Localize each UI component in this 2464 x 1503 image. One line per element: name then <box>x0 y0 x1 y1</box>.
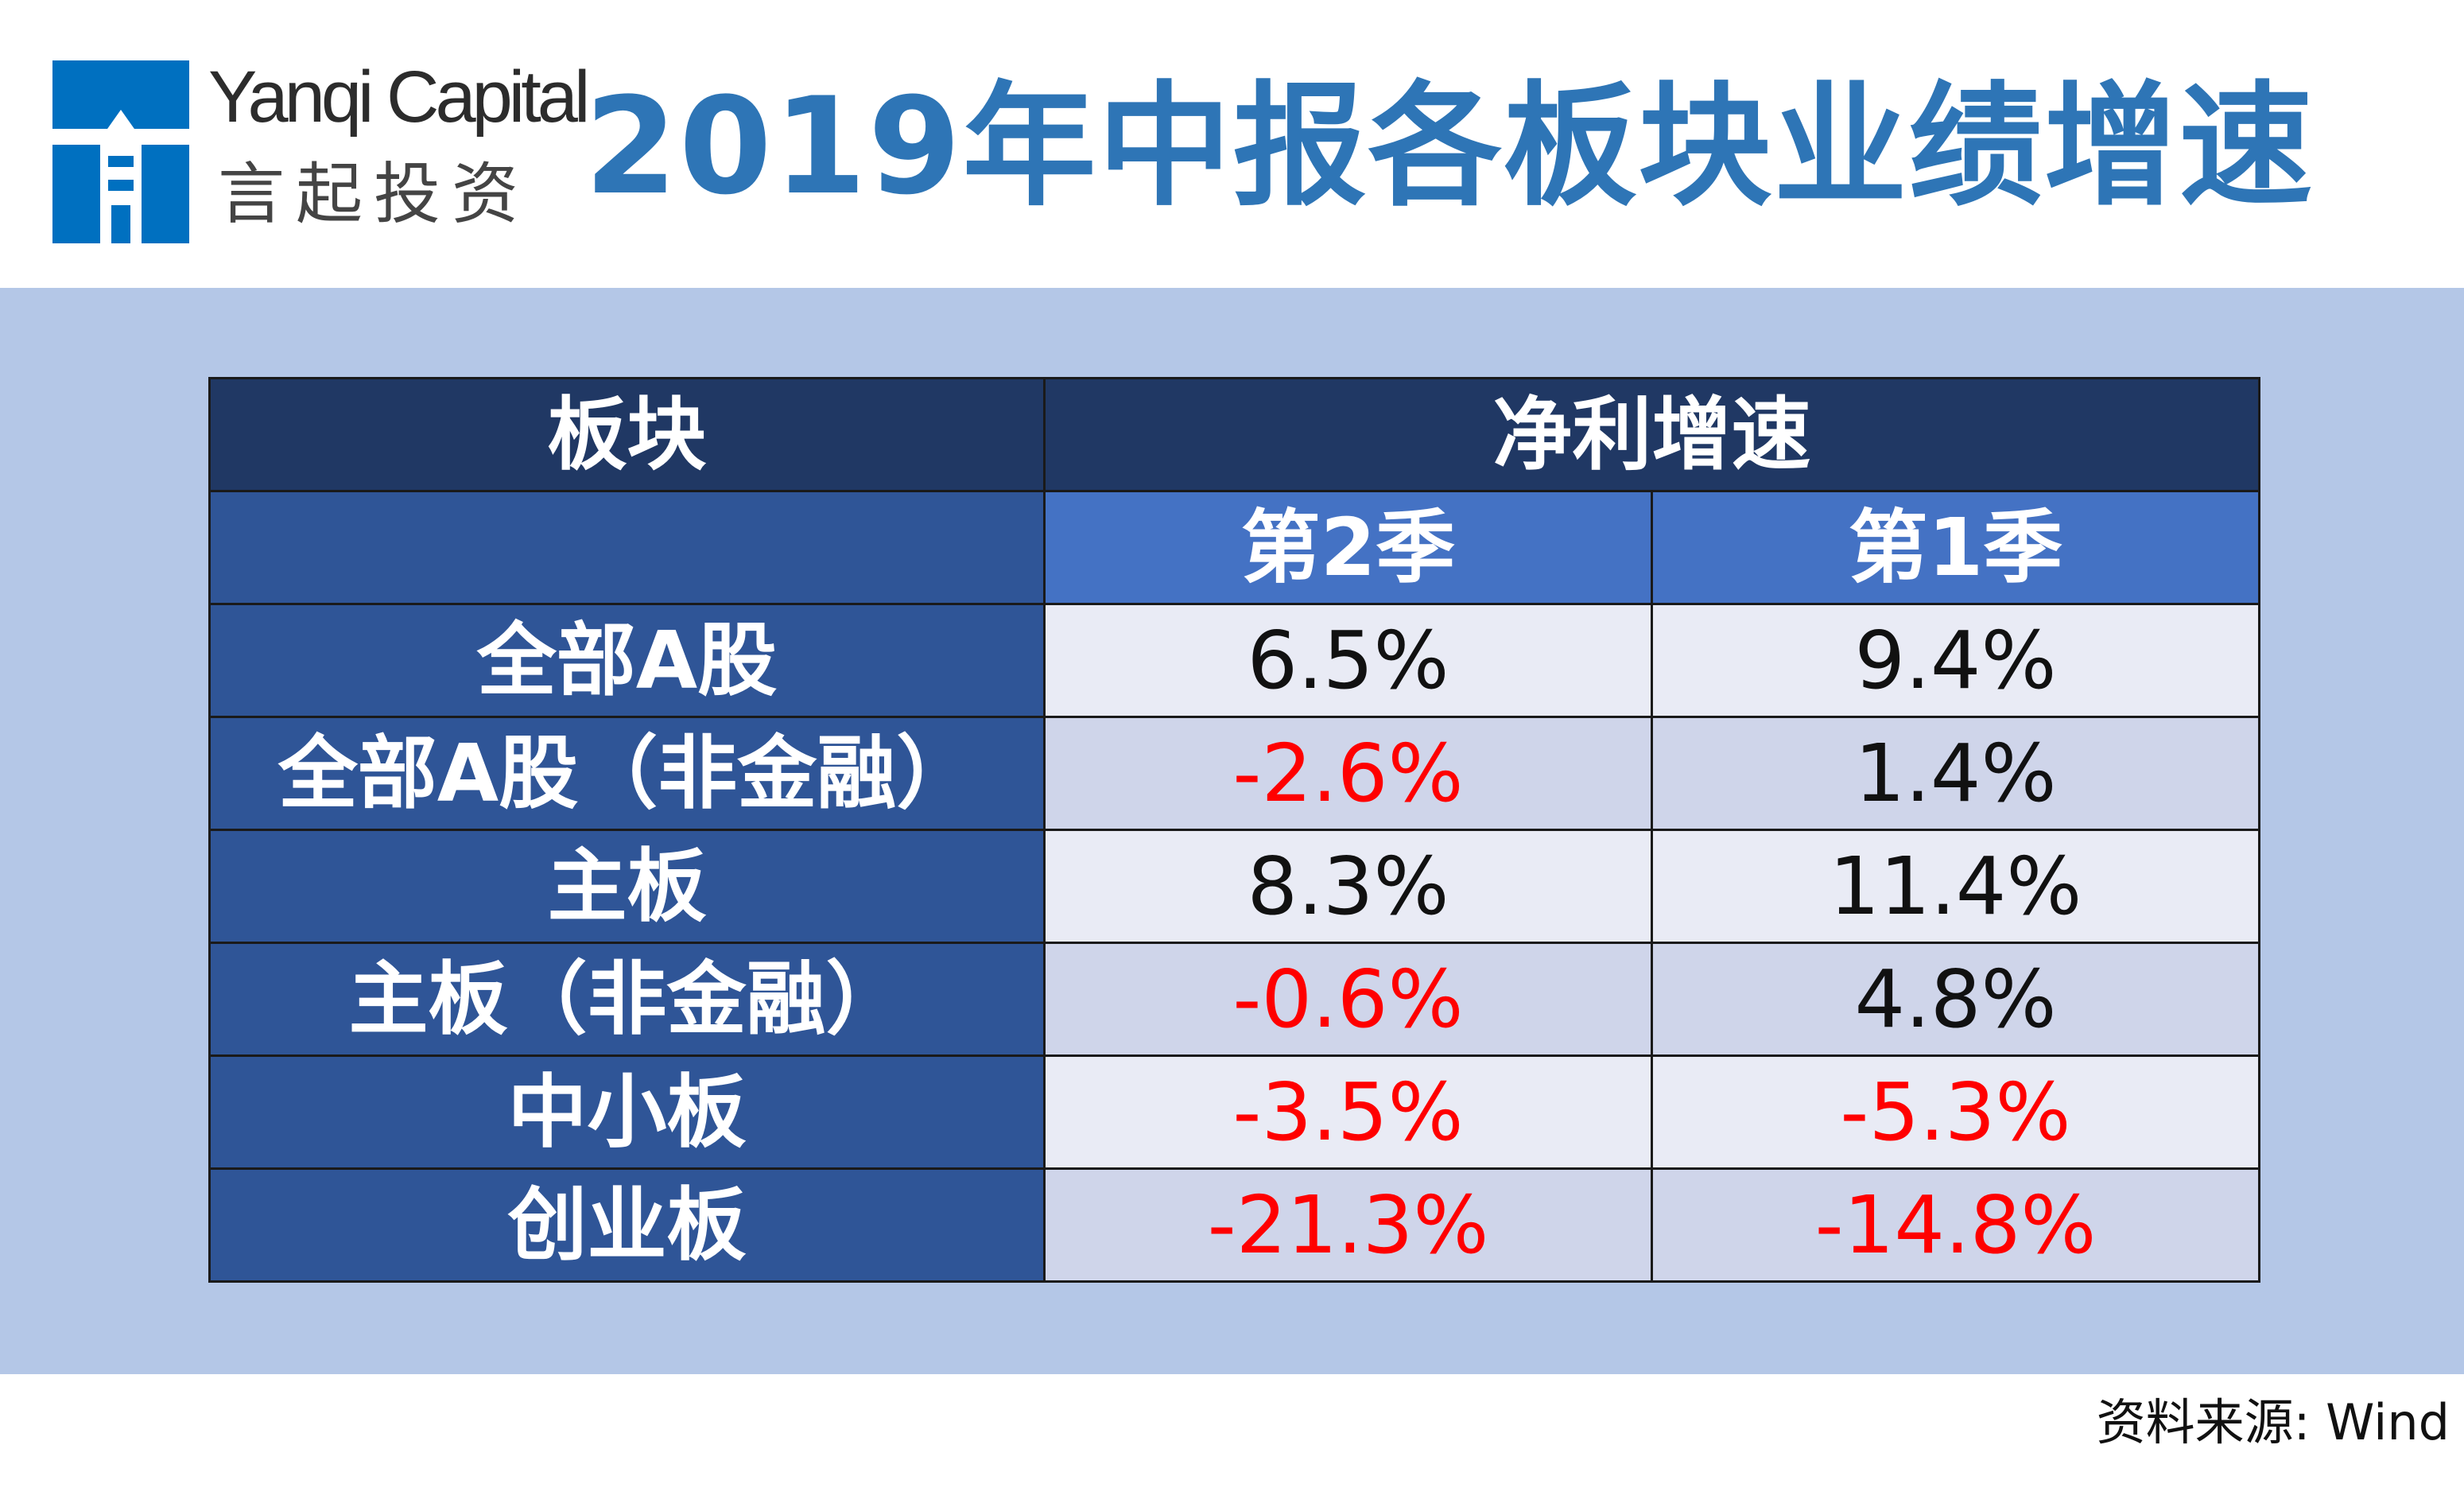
q1-value-cell: 4.8% <box>1651 942 2260 1057</box>
header-net-profit-growth: 净利增速 <box>1043 377 2260 492</box>
q1-value-cell: 9.4% <box>1651 603 2260 718</box>
lighthouse-logo-icon <box>52 60 189 243</box>
q1-value-cell: -5.3% <box>1651 1054 2260 1170</box>
data-source-note: 资料来源: Wind <box>2096 1393 2450 1451</box>
sector-cell: 中小板 <box>208 1054 1046 1170</box>
sector-cell: 主板 <box>208 829 1046 944</box>
q2-value-cell: -2.6% <box>1043 716 1653 831</box>
header-q1: 第1季 <box>1651 490 2260 605</box>
table-row: 主板（非金融） -0.6% 4.8% <box>208 942 2260 1057</box>
header-blank-cell <box>208 490 1046 605</box>
q2-value-cell: 6.5% <box>1043 603 1653 718</box>
header-sector: 板块 <box>208 377 1046 492</box>
q2-value-cell: -0.6% <box>1043 942 1653 1057</box>
logo-english-name: Yanqi Capital <box>208 56 590 138</box>
sector-cell: 主板（非金融） <box>208 942 1046 1057</box>
q2-value-cell: 8.3% <box>1043 829 1653 944</box>
q2-value-cell: -21.3% <box>1043 1167 1653 1283</box>
sector-cell: 全部A股（非金融） <box>208 716 1046 831</box>
table-panel: 板块 净利增速 第2季 第1季 全部A股 6.5% 9.4% 全部A股（非金融）… <box>0 288 2464 1374</box>
q1-value-cell: 1.4% <box>1651 716 2260 831</box>
table-header-row: 板块 净利增速 <box>208 377 2260 492</box>
logo-chinese-name: 言起投资 <box>218 155 530 233</box>
sector-cell: 创业板 <box>208 1167 1046 1283</box>
sector-cell: 全部A股 <box>208 603 1046 718</box>
table-row: 全部A股（非金融） -2.6% 1.4% <box>208 716 2260 831</box>
page-title: 2019年中报各板块业绩增速 <box>584 68 2315 224</box>
table-row: 创业板 -21.3% -14.8% <box>208 1167 2260 1283</box>
q2-value-cell: -3.5% <box>1043 1054 1653 1170</box>
performance-table: 板块 净利增速 第2季 第1季 全部A股 6.5% 9.4% 全部A股（非金融）… <box>208 377 2260 1283</box>
table-row: 全部A股 6.5% 9.4% <box>208 603 2260 718</box>
q1-value-cell: -14.8% <box>1651 1167 2260 1283</box>
table-row: 中小板 -3.5% -5.3% <box>208 1054 2260 1170</box>
header: Yanqi Capital 言起投资 2019年中报各板块业绩增速 <box>0 0 2464 288</box>
table-row: 主板 8.3% 11.4% <box>208 829 2260 944</box>
header-q2: 第2季 <box>1043 490 1653 605</box>
q1-value-cell: 11.4% <box>1651 829 2260 944</box>
table-subheader-row: 第2季 第1季 <box>208 490 2260 605</box>
